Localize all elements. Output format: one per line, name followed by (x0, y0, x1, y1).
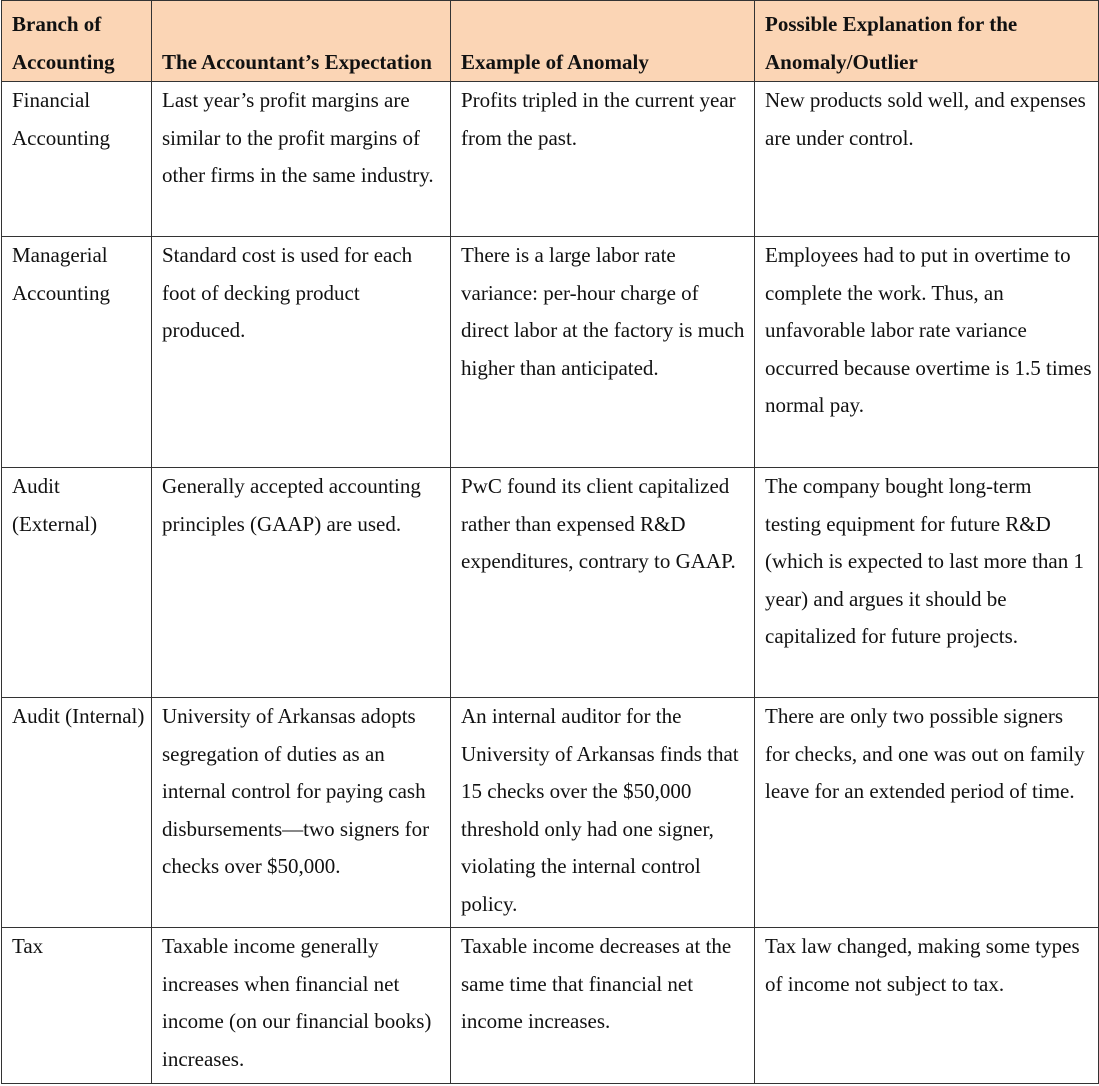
table-cell: Audit (Internal) (1, 697, 152, 928)
table-row: Audit (Internal) University of Arkansas a… (1, 697, 1099, 928)
table-cell: Standard cost is used for each foot of d… (151, 236, 451, 468)
table-cell: Taxable income decreases at the same tim… (450, 927, 755, 1084)
header-cell: Example of Anomaly (450, 0, 755, 82)
table-cell: University of Arkansas adopts segregatio… (151, 697, 451, 928)
header-row: Branch of Accounting The Accountant’s Exp… (1, 0, 1099, 82)
table-cell: Financial Accounting (1, 81, 152, 237)
table-cell: There are only two possible signers for … (754, 697, 1099, 928)
table-cell: Audit (External) (1, 467, 152, 698)
table-cell: Tax law changed, making some types of in… (754, 927, 1099, 1084)
table-cell: Employees had to put in overtime to comp… (754, 236, 1099, 468)
table-cell: Managerial Accounting (1, 236, 152, 468)
table-cell: Generally accepted accounting principles… (151, 467, 451, 698)
table-cell: PwC found its client capitalized rather … (450, 467, 755, 698)
table-row: Tax Taxable income generally increases wh… (1, 927, 1099, 1084)
table-cell: An internal auditor for the University o… (450, 697, 755, 928)
table-cell: Profits tripled in the current year from… (450, 81, 755, 237)
header-cell: Possible Explanation for the Anomaly/Out… (754, 0, 1099, 82)
table-cell: There is a large labor rate variance: pe… (450, 236, 755, 468)
table-cell: New products sold well, and expenses are… (754, 81, 1099, 237)
header-cell: Branch of Accounting (1, 0, 152, 82)
table-cell: The company bought long-term testing equ… (754, 467, 1099, 698)
table-cell: Tax (1, 927, 152, 1084)
table-row: Managerial Accounting Standard cost is us… (1, 236, 1099, 468)
table-cell: Last year’s profit margins are similar t… (151, 81, 451, 237)
table-row: Audit (External) Generally accepted accou… (1, 467, 1099, 698)
header-cell: The Accountant’s Expectation (151, 0, 451, 82)
table-cell: Taxable income generally increases when … (151, 927, 451, 1084)
table-row: Financial Accounting Last year’s profit m… (1, 81, 1099, 237)
